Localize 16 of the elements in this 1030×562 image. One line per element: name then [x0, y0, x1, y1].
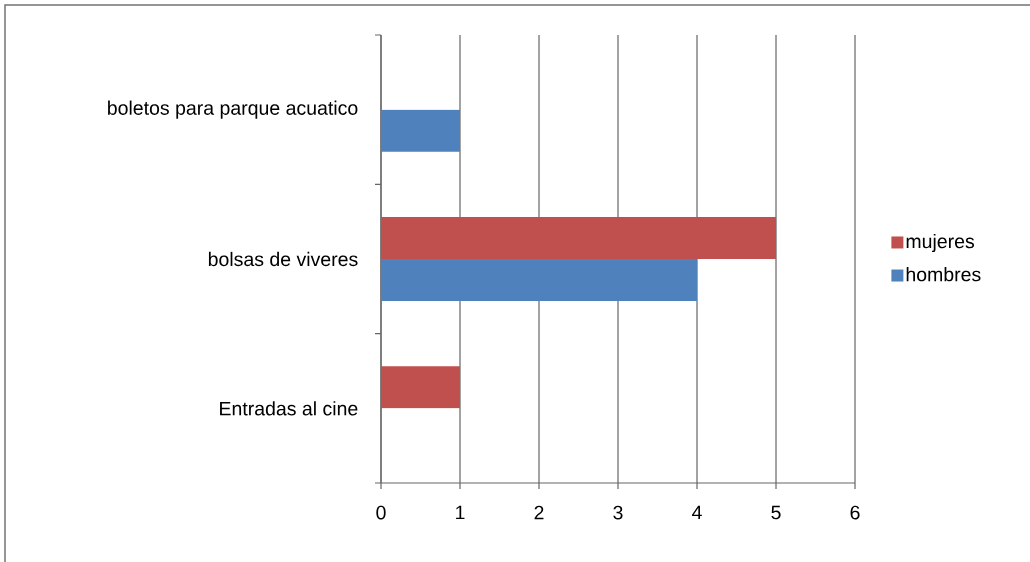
- y-tick-label: boletos para parque acuatico: [108, 100, 358, 119]
- x-tick-label: 6: [850, 505, 860, 520]
- bar: [381, 259, 697, 301]
- x-tick-label: 1: [456, 505, 465, 520]
- bar: [381, 109, 460, 152]
- bar: [381, 217, 777, 259]
- x-tick-label: 2: [534, 505, 544, 520]
- x-tick-label: 5: [771, 505, 781, 520]
- x-tick-label: 3: [613, 505, 623, 520]
- legend-label: mujeres: [906, 233, 975, 253]
- x-tick-label: 4: [692, 505, 702, 520]
- y-tick-label: Entradas al cine: [220, 401, 358, 416]
- y-tick-label: bolsas de viveres: [208, 251, 358, 267]
- bar: [381, 366, 460, 409]
- x-tick-label: 0: [376, 505, 386, 520]
- legend-label: hombres: [906, 267, 981, 282]
